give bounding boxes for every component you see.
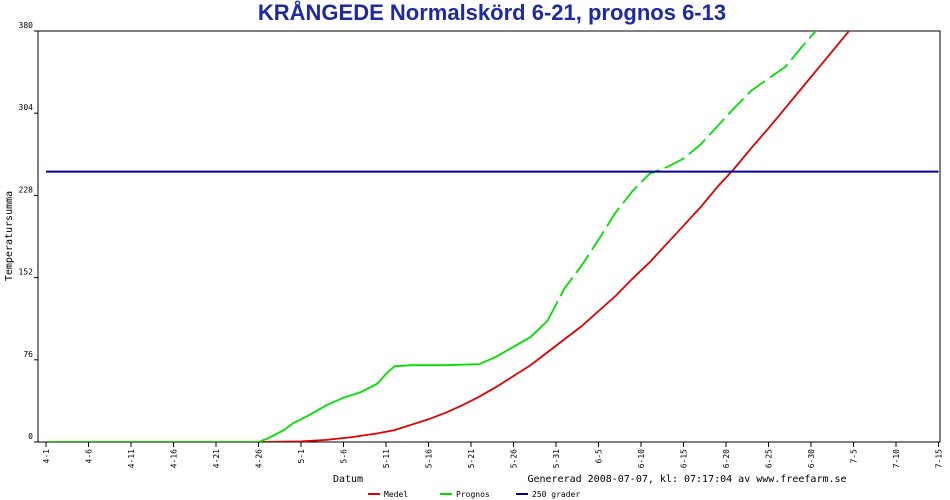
series-line-medel [46,31,851,442]
x-tick-label: 7-15 [935,449,944,468]
x-tick-label: 4-6 [85,449,94,464]
generated-footer: Genererad 2008-07-07, kl: 07:17:04 av ww… [527,474,846,485]
x-tick-label: 5-21 [467,449,476,468]
legend-label-prognos: Prognos [456,490,490,499]
x-tick-label: 5-1 [297,449,306,464]
y-axis-label: Temperatursumma [4,191,15,281]
x-tick-label: 4-21 [212,449,221,468]
x-tick-label: 6-20 [722,449,731,468]
x-tick-label: 5-11 [382,449,391,468]
x-axis: 4-1 4-6 4-11 4-16 4-21 4-26 5-1 5-6 5-11 5-16 5-21… [42,442,944,468]
x-tick-label: 5-6 [340,449,349,464]
series-layer [46,31,939,442]
chart-title: KRÅNGEDE Normalskörd 6-21, prognos 6-13 [258,0,726,25]
x-tick-label: 5-26 [510,449,519,468]
x-tick-label: 5-31 [552,449,561,468]
y-tick-label: 0 [28,432,33,441]
x-tick-label: 7-5 [850,449,859,464]
x-tick-label: 6-5 [595,449,604,464]
x-tick-label: 6-10 [637,449,646,468]
x-tick-label: 6-30 [807,449,816,468]
y-tick-label: 304 [19,103,34,112]
legend: Medel Prognos 250 grader [368,490,580,499]
x-tick-label: 7-10 [892,449,901,468]
x-axis-label: Datum [333,474,363,485]
series-line-prognos-dashed [546,31,817,322]
x-tick-label: 6-25 [765,449,774,468]
x-tick-label: 6-15 [680,449,689,468]
x-tick-label: 4-11 [127,449,136,468]
y-tick-label: 380 [19,21,34,30]
legend-label-250-grader: 250 grader [532,490,580,499]
y-tick-label: 228 [19,185,34,194]
series-line-prognos [46,320,549,442]
x-tick-label: 4-26 [255,449,264,468]
y-tick-label: 152 [19,268,34,277]
legend-label-medel: Medel [384,490,408,499]
y-tick-label: 76 [23,350,33,359]
x-tick-label: 4-1 [42,449,51,464]
y-axis: 0 76 152 228 304 380 [19,21,38,443]
plot-frame [37,30,941,443]
x-tick-label: 4-16 [170,449,179,468]
x-tick-label: 5-16 [425,449,434,468]
